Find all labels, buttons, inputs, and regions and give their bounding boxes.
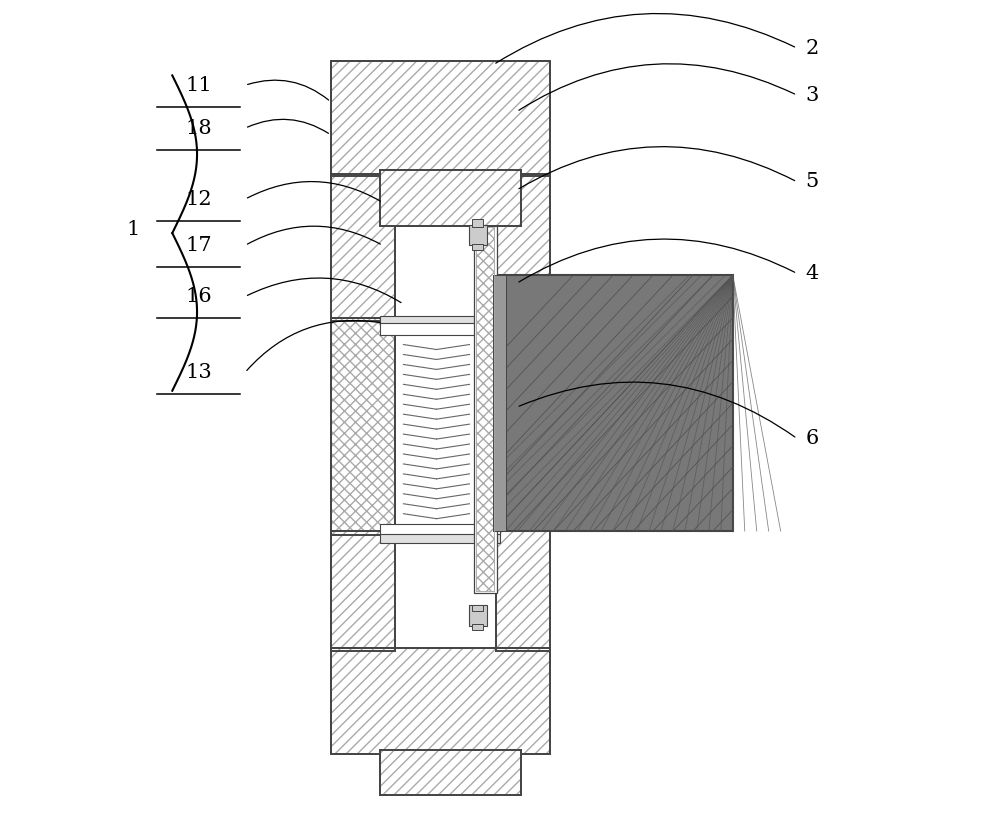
Bar <box>472 219 483 228</box>
Text: 16: 16 <box>185 288 212 306</box>
Bar <box>331 648 550 754</box>
Bar <box>472 604 483 611</box>
Bar <box>474 226 497 593</box>
Bar <box>496 531 550 651</box>
Text: 11: 11 <box>185 76 212 95</box>
Bar <box>380 170 521 226</box>
Bar <box>331 531 395 651</box>
Bar <box>380 534 500 543</box>
Text: 2: 2 <box>805 39 819 57</box>
Text: 1: 1 <box>126 220 139 239</box>
Bar <box>493 275 506 531</box>
Text: 4: 4 <box>805 264 819 283</box>
Bar <box>380 524 500 535</box>
Bar <box>380 317 500 325</box>
Bar <box>331 174 395 321</box>
Bar <box>496 174 550 321</box>
Bar <box>380 323 500 335</box>
Bar <box>331 174 395 321</box>
Bar <box>469 605 487 626</box>
Bar <box>493 275 733 531</box>
Text: 5: 5 <box>805 172 819 191</box>
Bar <box>496 531 550 651</box>
Bar <box>496 174 550 321</box>
Text: 13: 13 <box>185 363 212 382</box>
Bar <box>331 61 550 176</box>
Bar <box>472 623 483 630</box>
Bar <box>331 318 395 535</box>
Bar <box>380 750 521 795</box>
Bar <box>380 750 521 795</box>
Bar <box>331 648 550 754</box>
Bar <box>331 61 550 176</box>
Bar <box>476 228 494 592</box>
Bar <box>476 228 494 592</box>
Text: 18: 18 <box>185 119 212 138</box>
Text: 6: 6 <box>805 429 819 448</box>
Text: 17: 17 <box>185 236 212 255</box>
Bar <box>331 318 395 535</box>
Bar <box>331 531 395 651</box>
Bar <box>472 243 483 250</box>
Bar <box>380 170 521 226</box>
Text: 3: 3 <box>805 86 819 105</box>
Bar <box>469 225 487 245</box>
Text: 12: 12 <box>185 189 212 209</box>
